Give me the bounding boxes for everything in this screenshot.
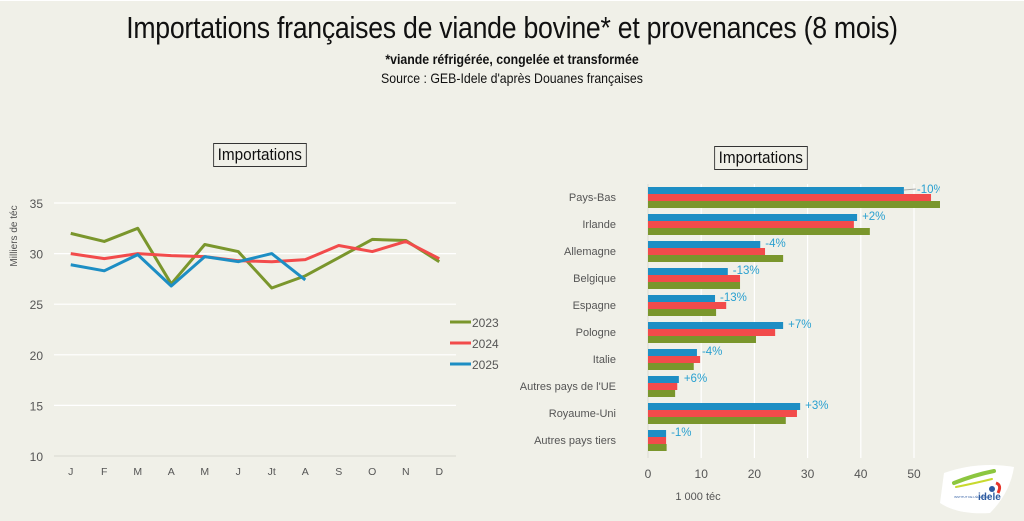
bar-2025: [648, 295, 716, 302]
bar-2025: [648, 241, 761, 248]
x-tick-label: F: [101, 466, 107, 478]
x-tick-label: 30: [801, 467, 815, 481]
bar-2023: [648, 363, 694, 370]
legend-label-2025: 2025: [472, 358, 499, 372]
bar-2023: [648, 255, 784, 262]
legend-label-2023: 2023: [472, 316, 499, 330]
bar-2025: [648, 349, 697, 356]
series-line-2024: [70, 239, 440, 264]
idele-logo: INSTITUT DE L'ÉLEVAGE idele: [938, 463, 1016, 515]
bar-2023: [648, 282, 741, 289]
change-annotation: -10%: [917, 184, 940, 196]
category-label: Autres pays tiers: [534, 435, 616, 447]
bar-2023: [648, 336, 756, 343]
change-annotation: -13%: [733, 265, 760, 277]
category-label: Autres pays de l'UE: [520, 381, 616, 393]
y-tick-label: 20: [30, 349, 44, 363]
bar-2024: [648, 383, 678, 390]
change-annotation: +2%: [862, 211, 885, 223]
line-chart-title: Importations: [213, 143, 307, 167]
bar-2024: [648, 356, 701, 363]
x-tick-label: A: [168, 466, 175, 478]
bar-2025: [648, 403, 801, 410]
category-label: Espagne: [573, 300, 616, 312]
bar-2023: [648, 390, 676, 397]
x-tick-label: 50: [907, 467, 921, 481]
x-tick-label: J: [68, 466, 73, 478]
bar-2025: [648, 187, 904, 194]
bar-2024: [648, 302, 727, 309]
annotation-leader: [903, 188, 916, 191]
bar-2024: [648, 437, 667, 444]
x-tick-label: 10: [695, 467, 709, 481]
bar-2023: [648, 309, 717, 316]
bar-2025: [648, 214, 858, 221]
y-tick-label: 30: [30, 248, 44, 262]
y-tick-label: 15: [30, 399, 44, 413]
change-annotation: +7%: [788, 319, 811, 331]
logo-small-text: INSTITUT DE L'ÉLEVAGE: [954, 494, 989, 499]
bar-2023: [648, 417, 786, 424]
category-label: Royaume-Uni: [549, 408, 616, 420]
bar-2024: [648, 410, 797, 417]
bar-2025: [648, 430, 667, 437]
change-annotation: +3%: [805, 400, 828, 412]
x-tick-label: 20: [748, 467, 762, 481]
change-annotation: -4%: [702, 346, 722, 358]
x-tick-label: 0: [645, 467, 652, 481]
category-label: Pays-Bas: [569, 192, 617, 204]
x-tick-label: S: [335, 466, 342, 478]
y-axis-label: Milliers de téc: [9, 205, 20, 266]
change-annotation: -1%: [671, 427, 691, 439]
bar-2024: [648, 221, 854, 228]
legend-label-2024: 2024: [472, 337, 499, 351]
category-label: Belgique: [573, 273, 616, 285]
series-line-2023: [70, 226, 441, 290]
x-tick-label: O: [368, 466, 376, 478]
x-tick-label: A: [302, 466, 309, 478]
logo-label: idele: [978, 492, 1001, 503]
bar-chart: 0 10 20 30 40 50 1 000 téc Pays-Bas -10% Irlande +…: [520, 184, 940, 503]
change-annotation: +6%: [684, 373, 707, 385]
category-label: Italie: [593, 354, 616, 366]
bar-2025: [648, 322, 784, 329]
x-tick-label: Jt: [268, 466, 276, 478]
y-tick-label: 10: [30, 450, 44, 464]
page-subtitle: *viande réfrigérée, congelée et transfor…: [385, 51, 639, 67]
bar-2025: [648, 268, 728, 275]
change-annotation: -13%: [720, 292, 747, 304]
bar-2024: [648, 194, 932, 201]
source-note: Source : GEB-Idele d'après Douanes franç…: [381, 70, 643, 86]
x-tick-label: J: [236, 466, 241, 478]
bar-2023: [648, 201, 940, 208]
bar-2023: [648, 228, 870, 235]
change-annotation: -4%: [765, 238, 785, 250]
y-tick-label: 25: [30, 298, 44, 312]
bar-2024: [648, 248, 766, 255]
bar-chart-title: Importations: [714, 146, 808, 170]
bar-2025: [648, 376, 679, 383]
category-label: Allemagne: [564, 246, 616, 258]
top-border: [0, 0, 1024, 1]
bar-2024: [648, 329, 776, 336]
x-tick-label: 40: [854, 467, 868, 481]
series-line-2025: [70, 252, 307, 288]
y-tick-label: 35: [30, 197, 44, 211]
page-title: Importations françaises de viande bovine…: [126, 10, 898, 45]
bar-2023: [648, 444, 667, 451]
category-label: Pologne: [576, 327, 616, 339]
x-axis-label: 1 000 téc: [675, 491, 721, 503]
x-tick-label: N: [402, 466, 410, 478]
category-label: Irlande: [582, 219, 616, 231]
bar-2024: [648, 275, 741, 282]
x-tick-label: M: [133, 466, 142, 478]
x-tick-label: M: [200, 466, 209, 478]
x-tick-label: D: [435, 466, 443, 478]
